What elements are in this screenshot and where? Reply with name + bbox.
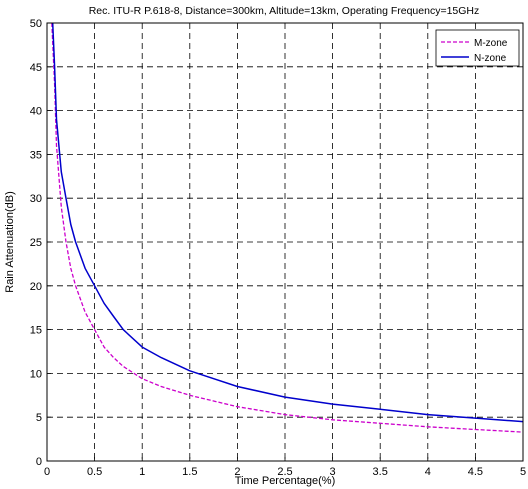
plot-frame [46, 22, 524, 462]
series-line-n-zone [51, 22, 524, 423]
x-tick-label: 2 [234, 466, 240, 478]
y-tick-label: 10 [30, 368, 42, 380]
x-tick-label: 1.5 [182, 466, 197, 478]
legend-label-m-zone: M-zone [474, 38, 508, 49]
series-layer [51, 22, 524, 433]
x-tick-labels: 0 0.5 1 1.5 2 2.5 3 3.5 4 4.5 5 [44, 466, 526, 478]
x-tick-label: 4.5 [468, 466, 483, 478]
x-tick-label: 2.5 [277, 466, 292, 478]
y-tick-label: 40 [30, 106, 42, 118]
x-tick-label: 5 [520, 466, 526, 478]
x-tick-label: 3 [330, 466, 336, 478]
y-tick-label: 30 [30, 193, 42, 205]
x-tick-label: 3.5 [373, 466, 388, 478]
series-line-m-zone [51, 22, 524, 433]
chart-title: Rec. ITU-R P.618-8, Distance=300km, Alti… [89, 5, 480, 17]
y-tick-labels: 0 5 10 15 20 25 30 35 40 45 50 [30, 18, 42, 468]
y-tick-label: 35 [30, 149, 42, 161]
x-tick-label: 0 [44, 466, 50, 478]
y-tick-label: 0 [36, 456, 42, 468]
x-axis-label: Time Percentage(%) [235, 475, 335, 487]
x-tick-label: 1 [139, 466, 145, 478]
y-tick-label: 50 [30, 18, 42, 30]
y-tick-label: 20 [30, 281, 42, 293]
legend-label-n-zone: N-zone [474, 53, 507, 64]
legend: M-zone N-zone [435, 29, 520, 67]
y-axis-label: Rain Attenuation(dB) [4, 191, 16, 293]
y-tick-label: 25 [30, 237, 42, 249]
x-tick-label: 0.5 [87, 466, 102, 478]
y-tick-label: 15 [30, 325, 42, 337]
grid [46, 22, 524, 462]
legend-box [435, 29, 520, 67]
y-tick-label: 45 [30, 62, 42, 74]
y-tick-label: 5 [36, 412, 42, 424]
x-tick-label: 4 [425, 466, 431, 478]
